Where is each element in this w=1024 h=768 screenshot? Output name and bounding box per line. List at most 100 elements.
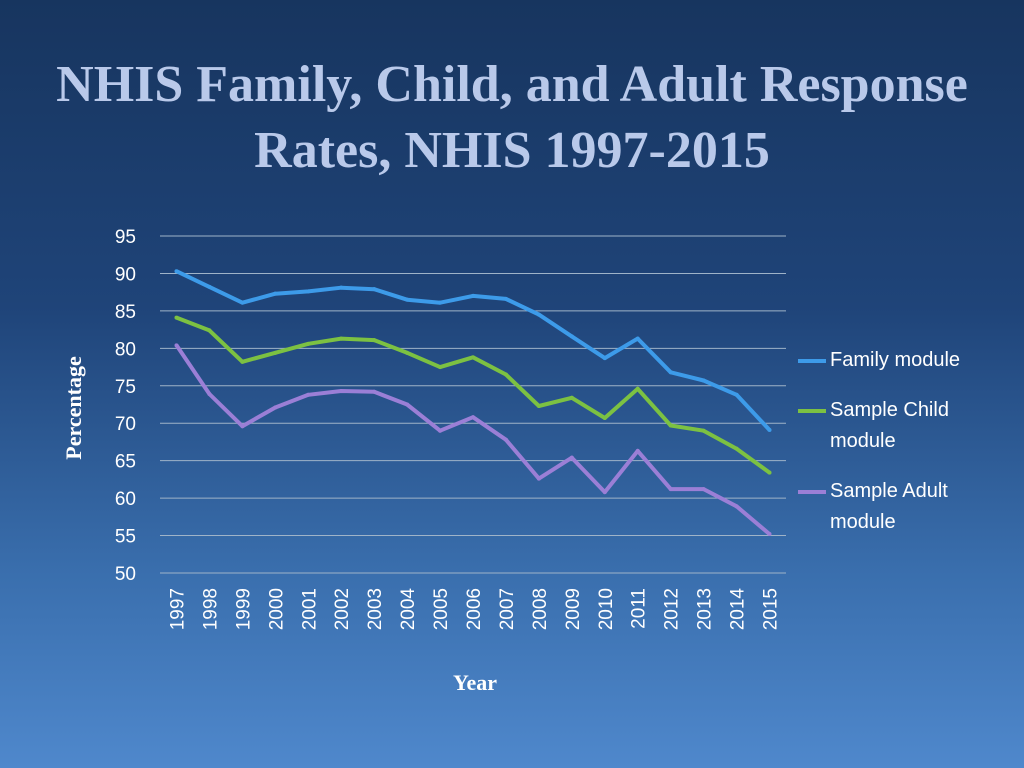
data-point xyxy=(734,504,739,509)
data-point xyxy=(372,389,377,394)
x-tick-label: 2009 xyxy=(563,588,584,630)
y-tick-label: 90 xyxy=(115,264,136,285)
data-point xyxy=(602,356,607,361)
data-point xyxy=(438,300,443,305)
data-point xyxy=(471,355,475,360)
y-axis-label: Percentage xyxy=(61,356,86,460)
data-point xyxy=(536,476,541,481)
data-point xyxy=(306,289,311,294)
data-point xyxy=(339,336,344,341)
x-tick-label: 2015 xyxy=(761,588,782,630)
data-point xyxy=(306,341,311,346)
legend-swatch xyxy=(798,359,826,363)
x-tick-label: 1999 xyxy=(233,588,254,630)
data-point xyxy=(207,284,212,289)
x-tick-label: 2011 xyxy=(629,588,650,629)
series-0 xyxy=(174,269,772,432)
x-tick-label: 2013 xyxy=(695,588,716,630)
y-axis-ticks: 50 55 60 65 70 75 80 85 90 95 xyxy=(115,227,136,585)
x-axis-label: Year xyxy=(453,670,497,695)
x-tick-label: 2006 xyxy=(464,588,485,630)
y-tick-label: 60 xyxy=(115,489,136,510)
data-point xyxy=(207,328,212,333)
data-point xyxy=(240,424,245,429)
legend-label: Sample Adult module xyxy=(830,480,948,533)
legend-item: Family module xyxy=(798,345,1008,376)
data-point xyxy=(602,415,607,420)
data-point xyxy=(471,293,475,298)
gridlines xyxy=(160,235,786,574)
legend-label: Family module xyxy=(830,349,961,371)
x-tick-label: 2012 xyxy=(662,588,683,630)
x-tick-label: 2008 xyxy=(530,588,551,630)
data-point xyxy=(668,370,673,375)
data-point xyxy=(240,300,245,305)
data-point xyxy=(635,386,640,391)
x-tick-label: 2014 xyxy=(728,588,749,631)
x-tick-label: 2007 xyxy=(497,588,518,630)
data-point xyxy=(273,291,278,296)
x-tick-label: 2000 xyxy=(266,588,287,630)
data-point xyxy=(503,437,508,442)
data-point xyxy=(306,392,311,397)
x-tick-label: 2005 xyxy=(431,588,452,630)
series-line xyxy=(175,315,771,475)
data-point xyxy=(339,389,344,394)
legend-swatch xyxy=(798,409,826,413)
legend-swatch xyxy=(798,490,826,494)
data-point xyxy=(174,315,179,320)
legend-item: Sample Adult module xyxy=(798,476,1008,538)
data-point xyxy=(471,415,475,420)
data-point xyxy=(569,334,574,339)
data-point xyxy=(701,378,706,383)
data-point xyxy=(767,532,772,537)
data-point xyxy=(207,392,212,397)
data-point xyxy=(405,402,410,407)
legend-label: Sample Child module xyxy=(830,399,949,452)
data-point xyxy=(536,312,541,317)
data-point xyxy=(701,487,706,492)
data-point xyxy=(701,428,706,433)
y-tick-label: 55 xyxy=(115,527,136,548)
data-point xyxy=(174,343,179,348)
series-1 xyxy=(174,315,772,475)
data-point xyxy=(372,287,377,292)
data-point xyxy=(734,446,739,451)
data-point xyxy=(372,338,377,343)
x-axis-ticks: 1997 1998 1999 2000 2001 2002 2003 2004 2005 2006… xyxy=(167,588,781,631)
data-point xyxy=(174,269,179,274)
data-point xyxy=(635,336,640,341)
y-tick-label: 95 xyxy=(115,227,136,248)
data-point xyxy=(339,285,344,290)
data-point xyxy=(273,405,278,410)
data-point xyxy=(405,350,410,355)
data-point xyxy=(767,427,772,432)
data-point xyxy=(635,448,640,453)
series-lines xyxy=(174,269,772,537)
data-point xyxy=(767,470,772,475)
series-2 xyxy=(174,343,772,537)
data-point xyxy=(602,490,607,495)
x-tick-label: 1998 xyxy=(200,588,221,630)
x-tick-label: 1997 xyxy=(167,588,188,630)
y-tick-label: 80 xyxy=(115,339,136,360)
data-point xyxy=(668,487,673,492)
data-point xyxy=(668,423,673,428)
legend: Family module Sample Child module Sample A… xyxy=(798,345,1008,557)
y-tick-label: 85 xyxy=(115,302,136,323)
y-tick-label: 65 xyxy=(115,452,136,473)
data-point xyxy=(438,428,443,433)
y-tick-label: 75 xyxy=(115,377,136,398)
y-tick-label: 70 xyxy=(115,414,136,435)
x-tick-label: 2010 xyxy=(596,588,617,630)
data-point xyxy=(503,372,508,377)
data-point xyxy=(734,392,739,397)
data-point xyxy=(503,296,508,301)
data-point xyxy=(569,455,574,460)
legend-item: Sample Child module xyxy=(798,395,1008,457)
data-point xyxy=(536,403,541,408)
x-tick-label: 2002 xyxy=(332,588,353,630)
data-point xyxy=(240,359,245,364)
x-tick-label: 2001 xyxy=(299,588,320,630)
